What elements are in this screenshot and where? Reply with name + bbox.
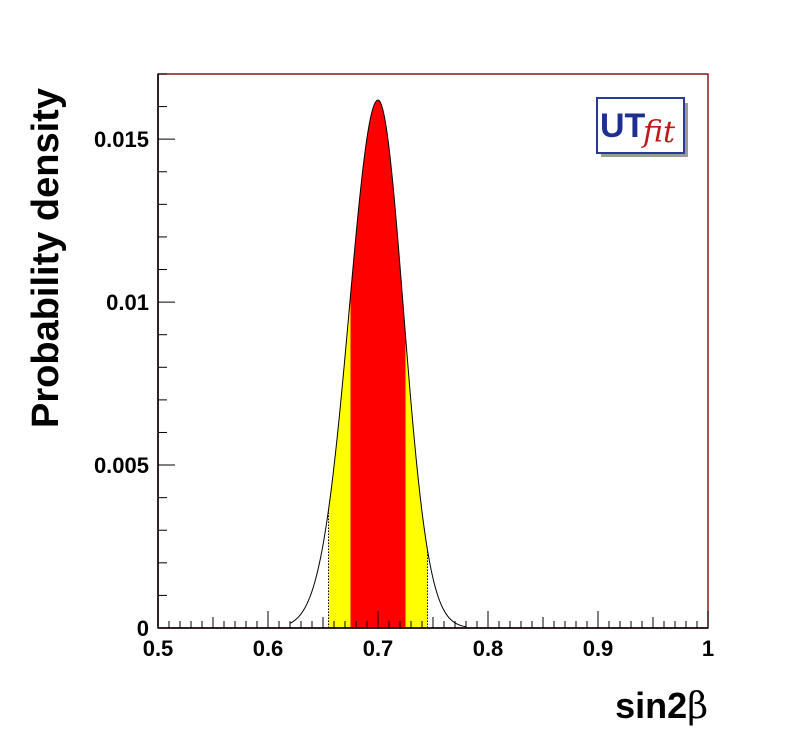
x-axis-title-main: sin2 [615, 685, 687, 726]
x-tick-label: 0.7 [363, 636, 394, 661]
logo-main-text: UT [600, 107, 646, 145]
y-tick-label: 0.015 [94, 127, 149, 152]
y-tick-label: 0.01 [106, 290, 149, 315]
x-axis: 0.5 0.6 0.7 0.8 0.9 1 [143, 611, 714, 661]
y-tick-label: 0 [137, 616, 149, 641]
logo-sub-text: fit [641, 115, 676, 150]
x-tick-label: 1 [702, 636, 714, 661]
utfit-logo: UT fit [596, 97, 688, 157]
y-axis: 0 0.005 0.01 0.015 [94, 73, 175, 641]
x-tick-label: 0.9 [583, 636, 614, 661]
x-axis-title-symbol: β [687, 686, 708, 727]
x-tick-label: 0.6 [253, 636, 284, 661]
fill-layer [328, 100, 428, 628]
x-tick-label: 0.8 [473, 636, 504, 661]
y-tick-label: 0.005 [94, 453, 149, 478]
logo-box [596, 97, 685, 154]
density-curve [289, 99, 467, 628]
plot-frame [157, 73, 709, 629]
x-tick-label: 0.5 [143, 636, 174, 661]
x-axis-title: sin2β [615, 685, 708, 727]
y-axis-title: Probability density [25, 88, 67, 428]
band-68pct [350, 100, 406, 628]
